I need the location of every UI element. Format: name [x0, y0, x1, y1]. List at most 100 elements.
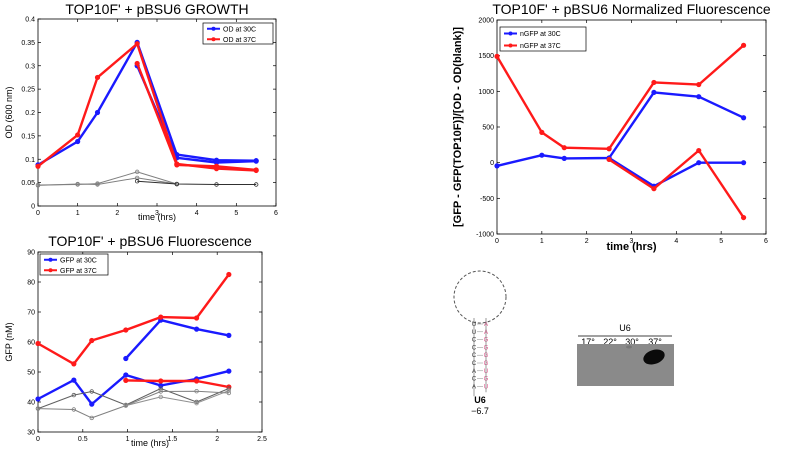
data-point-s1-p2: [193, 326, 200, 332]
series-line-3: [136, 62, 257, 172]
hairpin-energy: −6.7: [471, 406, 489, 416]
legend-marker: [508, 31, 513, 36]
x-tick-label: 0: [36, 436, 40, 443]
plot-frame: [37, 251, 263, 433]
data-point-s3-p2: [213, 163, 220, 169]
data-point-s5-p0: [35, 183, 41, 188]
data-point-s5-p1: [75, 181, 80, 187]
data-point-s1-p2: [213, 159, 220, 166]
y-tick-label: 60: [27, 340, 35, 347]
x-tick-label: 2: [115, 210, 119, 217]
x-tick-label: 2.5: [257, 436, 267, 443]
data-point-s2-p1: [71, 361, 77, 367]
data-point-s0-p2: [89, 401, 95, 407]
data-point-s6-p2: [194, 401, 199, 406]
data-point-s2-p1: [75, 132, 81, 138]
data-point-s3-p3: [253, 167, 259, 173]
x-tick-label: 0: [36, 210, 40, 217]
legend-label: nGFP at 37C: [520, 43, 561, 50]
chart-title: TOP10F' + pBSU6 Normalized Fluorescence: [492, 1, 770, 17]
data-point-s2-p3: [606, 146, 612, 152]
legend-label: OD at 30C: [223, 26, 256, 33]
y-tick-label: 0.25: [21, 87, 35, 94]
series-line-3: [608, 149, 745, 219]
x-tick-label: 0.5: [78, 436, 88, 443]
y-tick-label: 70: [27, 310, 35, 317]
data-point-s3-p0: [123, 377, 129, 383]
x-tick-label: 5: [234, 210, 238, 217]
chart-title: TOP10F' + pBSU6 GROWTH: [65, 1, 248, 17]
data-point-s0-p5: [696, 94, 702, 100]
data-point-s0-p6: [226, 368, 232, 374]
fluorescence-chart: TOP10F' + pBSU6 Fluorescence 0 0.5 1 1.5 2 2.5…: [4, 233, 267, 448]
blot-lane-label-3: 37°: [648, 337, 662, 347]
data-point-s0-p1: [539, 152, 545, 158]
data-point-s6-p0: [123, 403, 129, 408]
legend-label: GFP at 30C: [60, 257, 97, 264]
series-line-5: [37, 390, 229, 419]
x-tick-label: 1: [126, 436, 130, 443]
series-line-1: [136, 65, 257, 164]
y-tick-label: -1000: [476, 232, 494, 239]
legend-label: nGFP at 30C: [520, 31, 561, 38]
series-line-0: [496, 91, 745, 168]
data-point-s4-p4: [158, 386, 163, 391]
data-point-s0-p1: [75, 138, 81, 145]
data-point-s1-p3: [740, 160, 747, 166]
data-point-s2-p1: [539, 129, 545, 135]
data-point-s3-p0: [134, 60, 140, 67]
data-point-s5-p5: [194, 389, 199, 394]
data-point-s2-p4: [651, 79, 657, 86]
stem-base-left: C: [472, 338, 477, 344]
data-point-s2-p2: [94, 74, 101, 81]
blot-lane-label-0: 17°: [581, 337, 595, 347]
data-point-s3-p1: [174, 162, 180, 168]
data-point-s1-p2: [696, 160, 702, 166]
data-point-s4-p6: [226, 386, 232, 391]
data-point-s0-p4: [651, 89, 657, 96]
y-tick-label: 500: [482, 125, 494, 132]
y-tick-label: 0.3: [25, 63, 35, 70]
x-axis-label: time (hrs): [138, 212, 176, 222]
data-point-s1-p3: [226, 332, 232, 338]
stem-base-left: C: [472, 353, 477, 359]
y-tick-label: 30: [27, 430, 35, 437]
data-point-s6-p3: [253, 182, 259, 187]
data-point-s6-p1: [158, 394, 163, 400]
series-line-5: [37, 177, 177, 186]
data-point-s0-p3: [123, 372, 129, 378]
data-point-s0-p0: [35, 396, 41, 402]
data-point-s4-p3: [134, 169, 140, 175]
series-line-1: [124, 318, 230, 360]
y-tick-label: 40: [27, 400, 35, 407]
y-tick-label: 0.4: [25, 17, 35, 24]
data-point-s2-p2: [561, 145, 567, 151]
y-tick-label: 0.2: [25, 110, 35, 117]
y-axis-label: [GFP - GFP(TOP10F)]/[OD - OD(blank)]: [452, 27, 464, 227]
series-line-1: [608, 156, 744, 188]
data-point-s3-p2: [696, 147, 702, 154]
data-point-s6-p2: [214, 182, 219, 187]
data-point-s5-p4: [158, 389, 163, 394]
chart-title: TOP10F' + pBSU6 Fluorescence: [48, 233, 252, 249]
data-point-s2-p0: [35, 340, 41, 347]
stem-base-left: C: [472, 345, 477, 351]
data-point-s0-p2: [561, 155, 567, 161]
blot-band-37: [643, 349, 665, 365]
u6-northern-blot: U6 17° 22° 30° 37°: [577, 323, 674, 386]
blot-band-30-faint: [626, 345, 632, 349]
data-point-s0-p2: [94, 109, 101, 116]
x-tick-label: 6: [764, 238, 768, 245]
data-point-s0-p1: [71, 377, 77, 383]
data-point-s0-p6: [740, 115, 747, 121]
x-tick-label: 2: [585, 238, 589, 245]
x-axis-label: time (hrs): [606, 241, 656, 253]
data-point-s2-p0: [35, 163, 41, 169]
data-point-s3-p0: [606, 156, 612, 163]
data-point-s4-p2: [89, 389, 94, 394]
series-line-2: [495, 44, 745, 151]
y-axis-label: OD (600 nm): [4, 86, 14, 138]
series-line-4: [37, 388, 229, 410]
blot-lane-labels: 17° 22° 30° 37°: [581, 337, 662, 347]
